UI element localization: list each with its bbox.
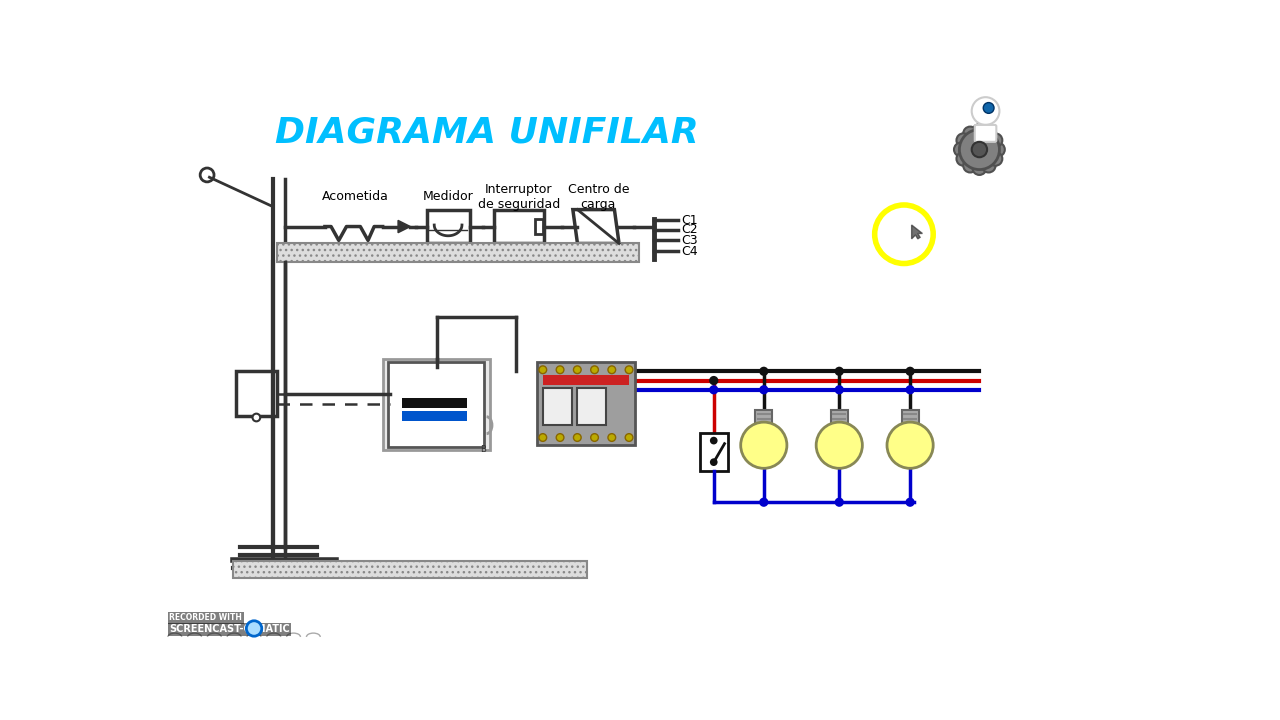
Circle shape [964,127,977,140]
Bar [536,362,635,445]
Text: RECORDED WITH: RECORDED WITH [169,613,242,622]
Circle shape [887,422,933,468]
Circle shape [905,385,915,395]
Bar [700,433,727,472]
Circle shape [539,366,547,374]
Bar [383,359,490,450]
Bar [901,410,919,423]
Circle shape [759,498,768,507]
Circle shape [557,433,564,441]
Circle shape [710,437,718,444]
Circle shape [590,433,599,441]
Text: Interruptor
de seguridad: Interruptor de seguridad [477,182,561,210]
Circle shape [835,366,844,376]
Bar [577,388,605,426]
Circle shape [905,498,915,507]
Circle shape [983,102,995,113]
Text: Centro de
carga: Centro de carga [567,182,628,210]
Text: SCREENCAST-O-MATIC: SCREENCAST-O-MATIC [169,624,291,634]
Circle shape [741,422,787,468]
Circle shape [252,414,260,421]
Circle shape [956,152,970,166]
Circle shape [539,433,547,441]
Bar [755,410,772,423]
Circle shape [988,133,1002,147]
Circle shape [973,124,987,138]
Text: Medidor: Medidor [422,190,474,203]
Circle shape [625,366,632,374]
Bar [426,210,470,243]
Text: B: B [480,446,485,454]
Circle shape [759,385,768,395]
Text: C3: C3 [681,234,698,247]
Circle shape [759,366,768,376]
Circle shape [835,385,844,395]
Circle shape [954,143,968,156]
Circle shape [982,158,996,173]
Text: DIAGRAMA UNIFILAR: DIAGRAMA UNIFILAR [275,116,699,150]
Text: C2: C2 [681,223,698,236]
Circle shape [991,143,1005,156]
Circle shape [817,422,863,468]
Circle shape [557,366,564,374]
Bar [402,398,467,408]
Circle shape [573,366,581,374]
Bar [831,410,847,423]
Circle shape [982,127,996,140]
Text: Acometida: Acometida [323,190,389,203]
Polygon shape [573,210,620,243]
Bar [494,210,544,243]
Circle shape [590,366,599,374]
Bar [233,561,586,577]
Circle shape [608,366,616,374]
Circle shape [905,366,915,376]
Text: C1: C1 [681,214,698,227]
Bar [278,243,639,262]
Bar [402,411,467,421]
Circle shape [625,433,632,441]
Bar [388,362,484,446]
Text: C4: C4 [681,245,698,258]
Circle shape [960,130,1000,169]
Circle shape [964,158,977,173]
Bar [543,388,572,426]
Circle shape [972,97,1000,125]
FancyBboxPatch shape [975,125,996,142]
Circle shape [988,152,1002,166]
Bar [543,375,628,385]
Circle shape [246,621,262,636]
Circle shape [608,433,616,441]
Circle shape [200,168,214,182]
Circle shape [573,433,581,441]
Circle shape [973,161,987,175]
Circle shape [956,133,970,147]
Circle shape [709,385,718,395]
Circle shape [710,459,718,466]
Polygon shape [911,225,923,239]
Circle shape [709,376,718,385]
Bar [236,372,278,416]
Circle shape [972,142,987,157]
Circle shape [835,498,844,507]
Bar [535,219,543,234]
Polygon shape [398,220,411,233]
